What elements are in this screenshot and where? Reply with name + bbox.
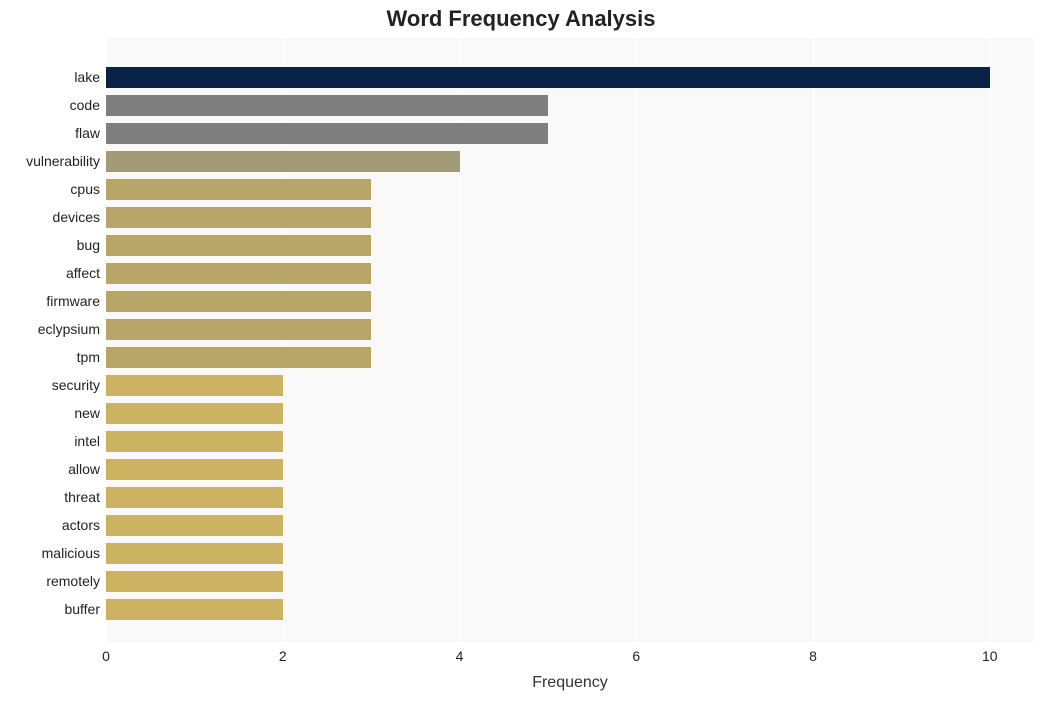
y-tick-label: security <box>52 371 100 399</box>
y-tick-label: actors <box>62 511 100 539</box>
bar <box>106 487 283 508</box>
bar-row <box>106 147 1034 175</box>
bar <box>106 235 371 256</box>
y-tick-label: firmware <box>46 287 100 315</box>
bar <box>106 431 283 452</box>
x-tick-label: 8 <box>809 648 817 664</box>
y-tick-label: vulnerability <box>26 147 100 175</box>
bar-row <box>106 231 1034 259</box>
plot-area <box>106 38 1034 642</box>
x-tick-label: 4 <box>456 648 464 664</box>
x-tick-label: 6 <box>632 648 640 664</box>
bar <box>106 95 548 116</box>
x-tick-label: 10 <box>982 648 998 664</box>
y-tick-label: flaw <box>75 119 100 147</box>
y-tick-label: eclypsium <box>38 315 100 343</box>
bar <box>106 67 990 88</box>
bar-row <box>106 343 1034 371</box>
y-tick-label: affect <box>66 259 100 287</box>
y-tick-label: code <box>70 91 100 119</box>
y-tick-label: cpus <box>70 175 100 203</box>
bar <box>106 291 371 312</box>
bar-row <box>106 63 1034 91</box>
y-tick-label: lake <box>74 63 100 91</box>
y-tick-label: buffer <box>64 595 100 623</box>
y-tick-label: bug <box>77 231 100 259</box>
bar <box>106 515 283 536</box>
bar-row <box>106 399 1034 427</box>
chart-title: Word Frequency Analysis <box>0 6 1042 32</box>
bar-row <box>106 539 1034 567</box>
bar <box>106 207 371 228</box>
y-tick-label: remotely <box>46 567 100 595</box>
bar <box>106 263 371 284</box>
bar <box>106 459 283 480</box>
bar-row <box>106 91 1034 119</box>
bar-row <box>106 175 1034 203</box>
bar <box>106 347 371 368</box>
bar <box>106 543 283 564</box>
bar-row <box>106 483 1034 511</box>
chart-container: Word Frequency Analysis Frequency 0 2 4 6 8 1… <box>0 0 1042 701</box>
bar-row <box>106 203 1034 231</box>
bar <box>106 571 283 592</box>
x-axis-title: Frequency <box>106 674 1034 692</box>
y-tick-label: threat <box>64 483 100 511</box>
bar <box>106 123 548 144</box>
bar <box>106 319 371 340</box>
bar-row <box>106 455 1034 483</box>
y-tick-label: new <box>74 399 100 427</box>
bar-row <box>106 595 1034 623</box>
bar-row <box>106 511 1034 539</box>
bar-row <box>106 371 1034 399</box>
bar-row <box>106 119 1034 147</box>
y-tick-label: devices <box>53 203 100 231</box>
x-tick-label: 2 <box>279 648 287 664</box>
y-tick-label: malicious <box>42 539 100 567</box>
bar-row <box>106 259 1034 287</box>
bar-row <box>106 427 1034 455</box>
y-tick-label: intel <box>74 427 100 455</box>
bar-row <box>106 287 1034 315</box>
bar <box>106 599 283 620</box>
bar <box>106 179 371 200</box>
x-tick-label: 0 <box>102 648 110 664</box>
bar <box>106 151 460 172</box>
bar-row <box>106 315 1034 343</box>
y-tick-label: allow <box>68 455 100 483</box>
bar-row <box>106 567 1034 595</box>
bar <box>106 375 283 396</box>
bar <box>106 403 283 424</box>
y-tick-label: tpm <box>77 343 100 371</box>
